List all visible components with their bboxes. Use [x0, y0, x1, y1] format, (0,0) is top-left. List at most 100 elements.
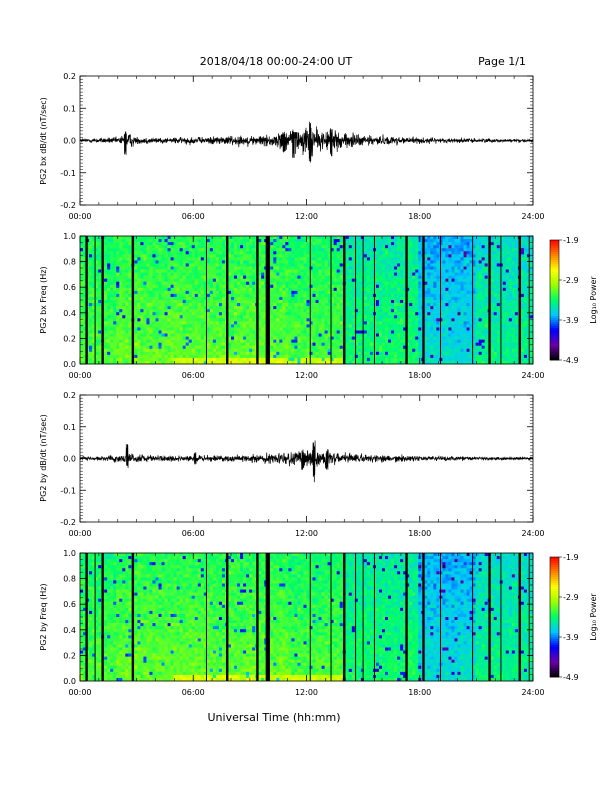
spectrogram-cell: [128, 278, 132, 283]
spectrogram-cell: [152, 290, 156, 295]
spectrogram-cell: [134, 293, 138, 298]
spectrogram-cell: [330, 306, 334, 310]
spectrogram-cell: [249, 248, 253, 252]
spectrogram-cell: [309, 293, 313, 298]
spectrogram-cell: [363, 242, 368, 246]
spectrogram-cell: [161, 312, 165, 316]
spectrogram-cell: [98, 324, 102, 328]
spectrogram-cell: [252, 312, 256, 316]
spectrogram-cell: [357, 312, 362, 316]
spectrogram-cell: [252, 287, 256, 292]
spectrogram-cell: [137, 300, 141, 304]
spectrogram-cell: [400, 318, 404, 322]
spectrogram-cell: [176, 254, 180, 258]
spectrogram-cell: [221, 345, 226, 350]
spectrogram-cell: [158, 254, 162, 258]
spectrogram-cell: [209, 245, 214, 249]
spectrogram-cell: [137, 251, 141, 255]
spectrogram-cell: [185, 248, 190, 252]
spectrogram-cell: [179, 269, 183, 273]
spectrogram-cell: [80, 300, 84, 304]
spectrogram-cell: [351, 342, 356, 347]
spectrogram-cell: [397, 342, 401, 347]
spectrogram-cell: [170, 348, 174, 353]
spectrogram-cell: [258, 303, 262, 307]
spectrogram-cell: [394, 333, 398, 337]
spectrogram-cell: [80, 242, 84, 246]
spectrogram-cell: [409, 275, 413, 279]
spectrogram-cell: [95, 269, 99, 273]
spectrogram-cell: [152, 357, 156, 362]
spectrogram-cell: [306, 339, 310, 343]
spectrogram-cell: [152, 345, 156, 350]
spectrogram-cell: [336, 245, 341, 249]
spectrogram-cell: [146, 357, 150, 362]
spectrogram-cell: [206, 296, 211, 301]
spectrogram-cell: [243, 248, 247, 252]
spectrogram-cell: [339, 260, 344, 264]
spectrogram-cell: [321, 263, 325, 267]
spectrogram-cell: [125, 351, 129, 356]
spectrogram-cell: [146, 260, 150, 264]
spectrogram-cell: [176, 257, 180, 261]
spectrogram-cell: [191, 275, 196, 279]
spectrogram-cell: [116, 333, 120, 337]
spectrogram-cell: [318, 333, 322, 337]
spectrogram-cell: [152, 281, 156, 286]
spectrogram-cell: [394, 330, 398, 334]
spectrogram-cell: [173, 287, 177, 292]
spectrogram-cell: [176, 327, 180, 331]
spectrogram-cell: [363, 275, 368, 279]
spectrogram-cell: [424, 272, 428, 276]
spectrogram-cell: [345, 330, 350, 334]
spectrogram-cell: [215, 300, 220, 304]
spectrogram-cell: [170, 318, 174, 322]
spectrogram-cell: [155, 330, 159, 334]
spectrogram-cell: [306, 300, 310, 304]
spectrogram-cell: [424, 269, 428, 273]
spectrogram-cell: [173, 290, 177, 295]
spectrogram-cell: [149, 242, 153, 246]
spectrogram-cell: [179, 345, 183, 350]
spectrogram-cell: [348, 321, 353, 325]
spectrogram-cell: [143, 360, 147, 365]
spectrogram-cell: [176, 354, 180, 359]
spectrogram-cell: [237, 303, 241, 307]
spectrogram-cell: [206, 333, 211, 337]
spectrogram-cell: [200, 287, 205, 292]
spectrogram-cell: [200, 315, 205, 319]
spectrogram-cell: [270, 248, 274, 252]
spectrogram-cell: [357, 351, 362, 356]
spectrogram-cell: [345, 248, 350, 252]
spectrogram-cell: [394, 348, 398, 353]
spectrogram-cell: [360, 251, 365, 255]
spectrogram-cell: [240, 278, 244, 283]
spectrogram-cell: [424, 251, 428, 255]
spectrogram-cell: [397, 360, 401, 365]
spectrogram-cell: [212, 242, 217, 246]
spectrogram-cell: [137, 354, 141, 359]
spectrogram-cell: [415, 293, 419, 298]
spectrogram-cell: [363, 245, 368, 249]
spectrogram-cell: [128, 309, 132, 313]
spectrogram-cell: [188, 263, 193, 267]
spectrogram-cell: [173, 345, 177, 350]
spectrogram-cell: [363, 303, 368, 307]
spectrogram-cell: [182, 342, 186, 347]
spectrogram-cell: [122, 236, 126, 240]
spectrogram-cell: [330, 351, 334, 356]
spectrogram-cell: [95, 348, 99, 353]
spectrogram-cell: [173, 251, 177, 255]
spectrogram-cell: [234, 300, 238, 304]
spectrogram-cell: [188, 248, 193, 252]
spectrogram-cell: [394, 296, 398, 301]
spectrogram-cell: [173, 318, 177, 322]
spectrogram-cell: [122, 336, 126, 340]
spectrogram-cell: [197, 300, 202, 304]
spectrogram-cell: [173, 348, 177, 353]
spectrogram-cell: [164, 275, 168, 279]
spectrogram-cell: [382, 357, 386, 362]
spectrogram-cell: [415, 251, 419, 255]
spectrogram-cell: [234, 236, 238, 240]
spectrogram-cell: [158, 327, 162, 331]
